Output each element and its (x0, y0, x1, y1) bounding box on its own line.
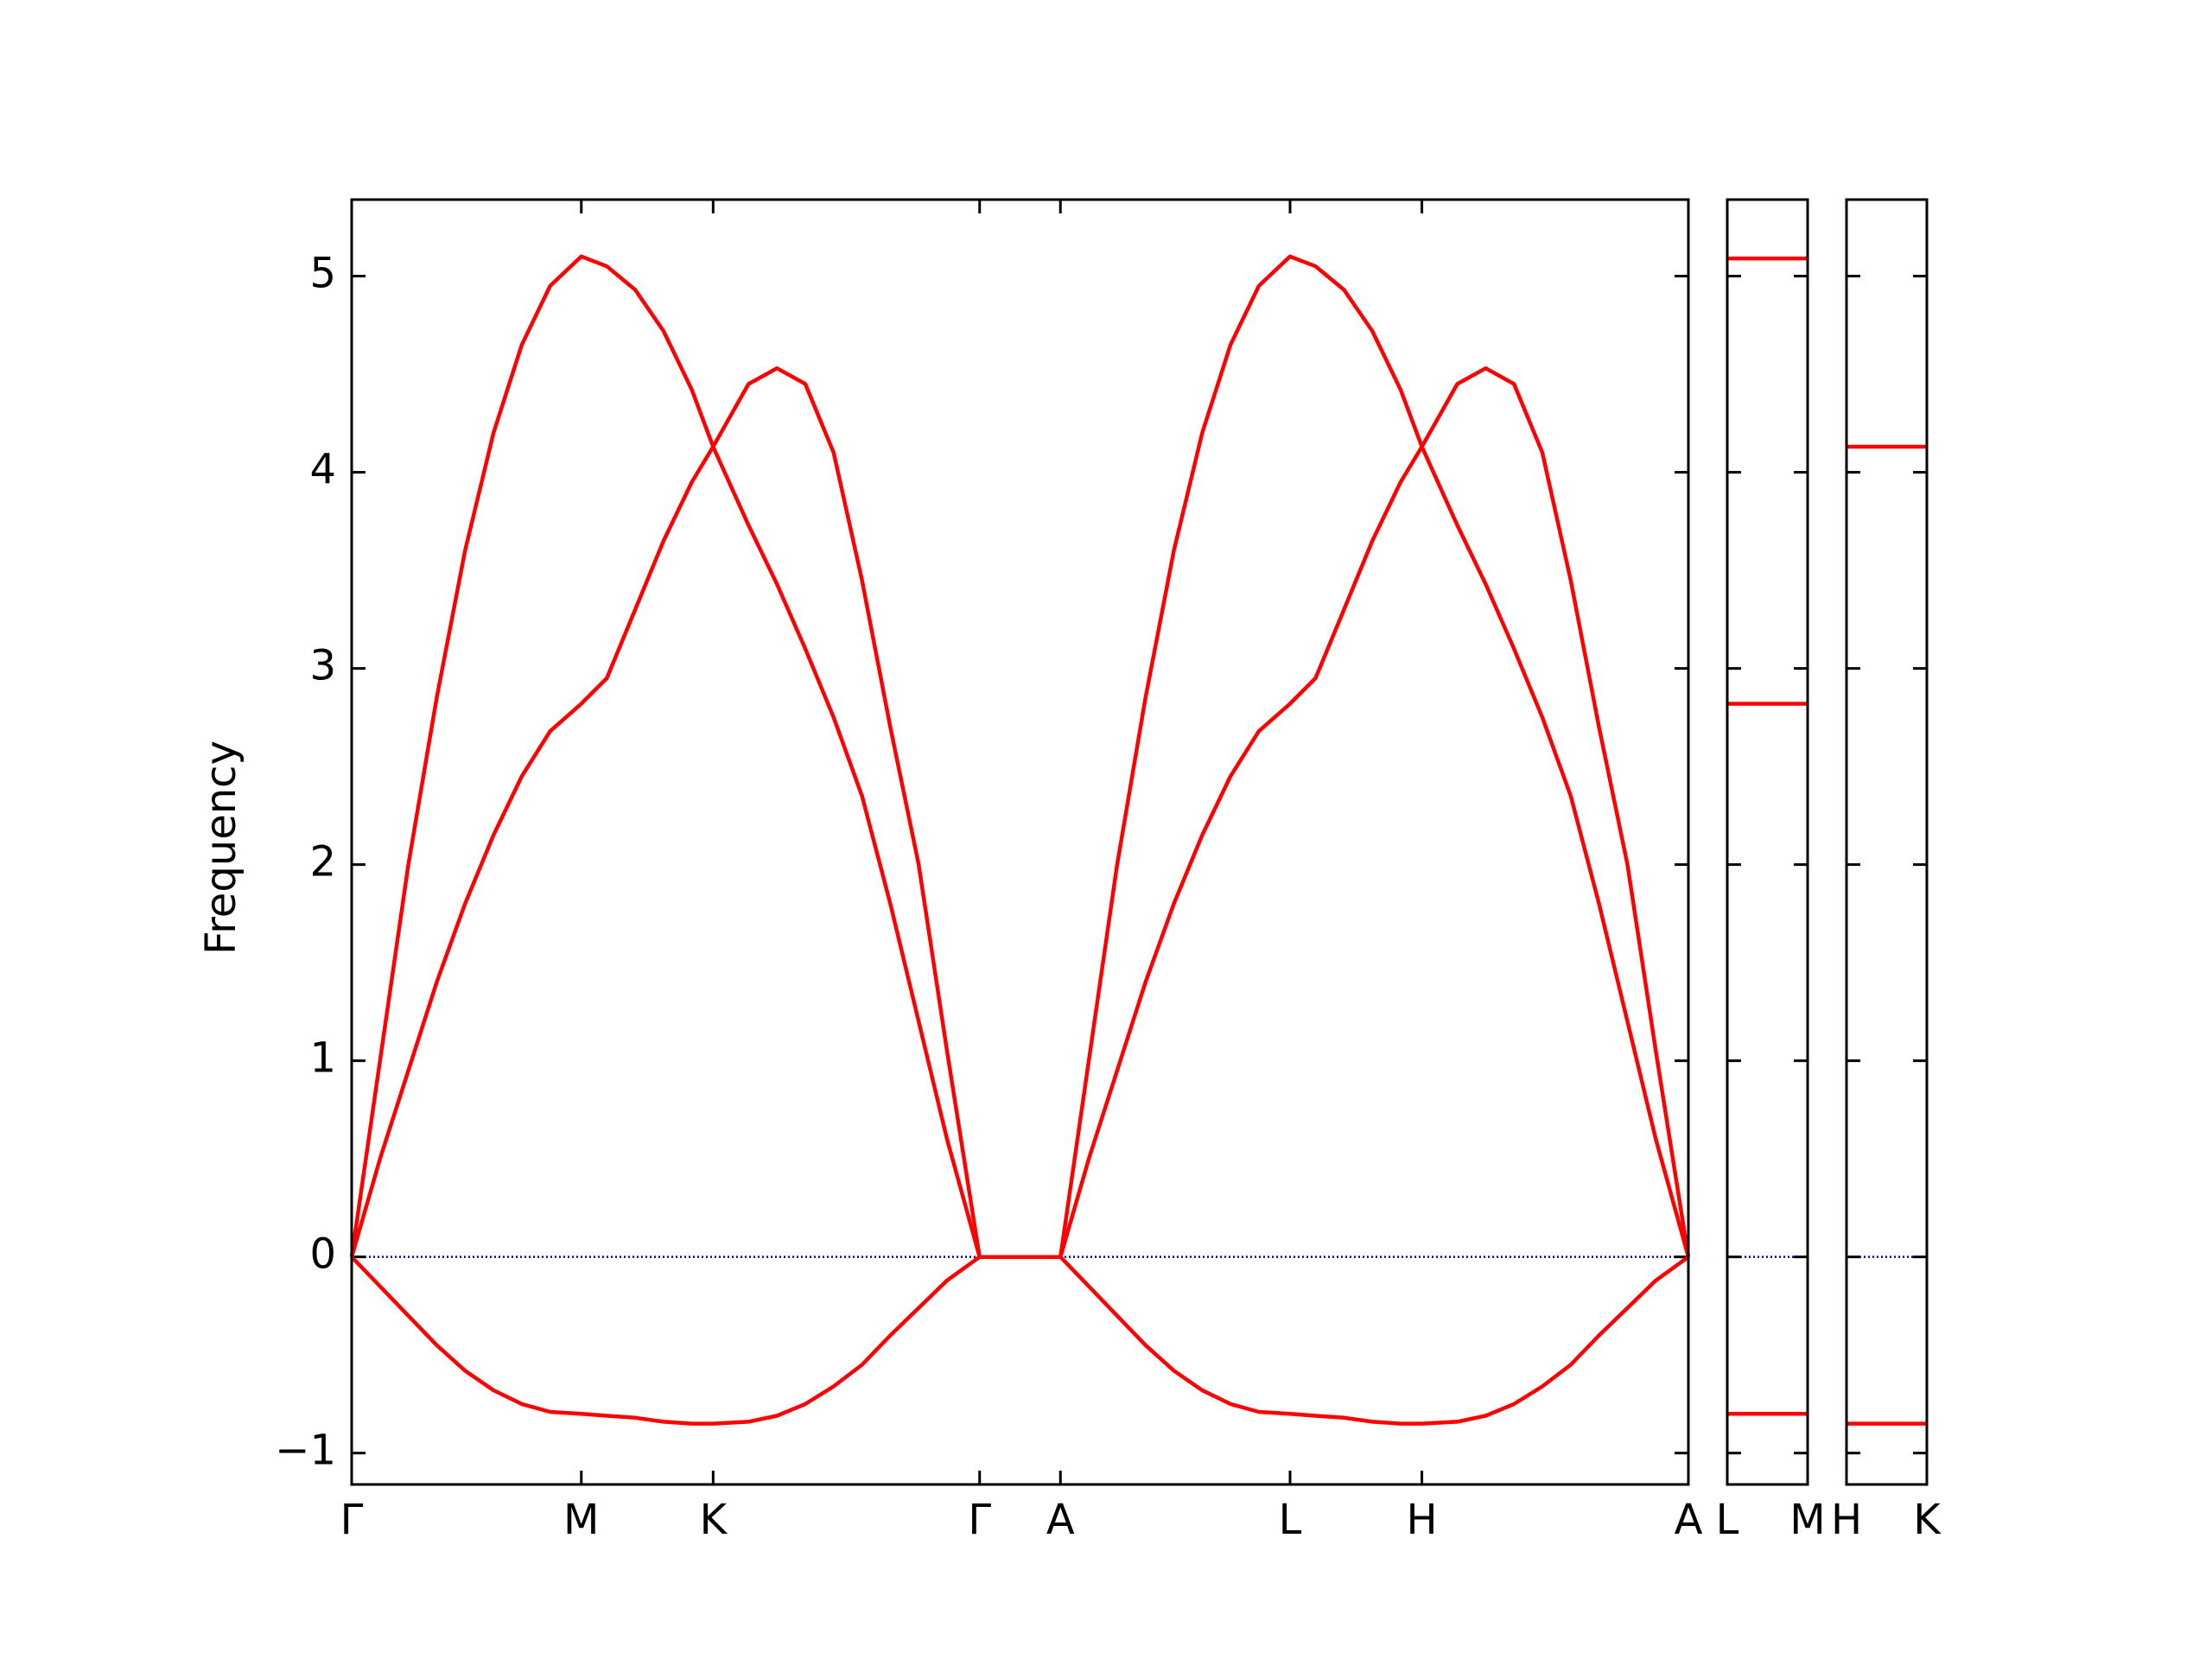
x-tick-label: M (1789, 1496, 1825, 1544)
plot-frame (1845, 198, 1929, 1486)
y-axis-label: Frequency (197, 741, 245, 955)
x-tick-label: L (1279, 1496, 1302, 1544)
plot-frame (1726, 198, 1809, 1486)
band-line (350, 1255, 1690, 1426)
x-tick-label: K (1913, 1496, 1942, 1544)
plot-frame (350, 198, 1690, 1486)
x-tick-label: H (1831, 1496, 1862, 1544)
x-tick-label: Γ (340, 1496, 364, 1544)
x-tick-label: A (1046, 1496, 1075, 1544)
y-tick-label: 0 (309, 1230, 336, 1279)
y-tick-label: 3 (309, 642, 336, 690)
y-tick-label: 1 (309, 1034, 336, 1083)
x-tick-label: L (1716, 1496, 1739, 1544)
x-tick-label: M (563, 1496, 599, 1544)
x-tick-label: H (1407, 1496, 1438, 1544)
x-tick-label: K (700, 1496, 728, 1544)
y-tick-label: 2 (309, 838, 336, 887)
x-tick-label: Γ (968, 1496, 991, 1544)
y-tick-label: 4 (309, 446, 336, 494)
x-tick-label: A (1675, 1496, 1703, 1544)
y-tick-label: −1 (275, 1427, 336, 1475)
y-tick-label: 5 (309, 250, 336, 298)
